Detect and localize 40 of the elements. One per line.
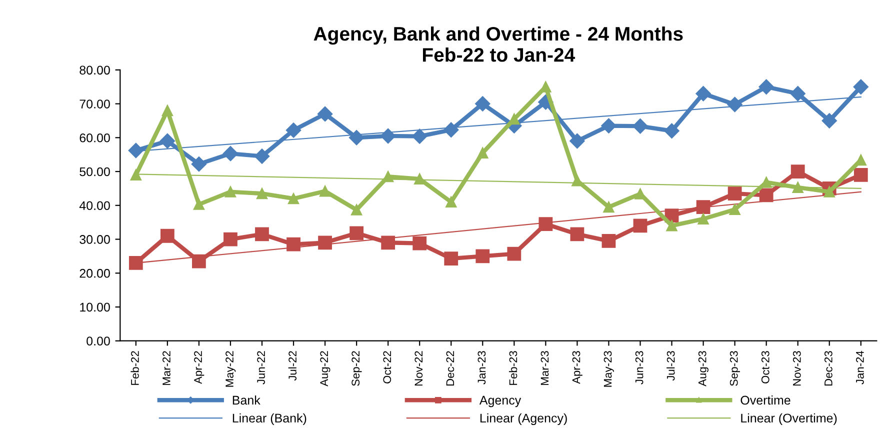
x-tick-label: Nov-23 (792, 351, 801, 386)
x-tick-label: Nov-22 (414, 351, 423, 386)
x-tick-label: Aug-23 (698, 351, 708, 386)
x-tick-label: Mar-22 (162, 351, 170, 385)
x-tick-label: Jul-23 (666, 351, 675, 381)
x-tick-label: Sep-22 (352, 351, 362, 386)
x-tick-label: Jun-22 (257, 351, 265, 384)
y-tick-label: 80.00 (80, 66, 110, 75)
legend-label: Bank (232, 395, 260, 405)
x-tick-label: Jun-23 (635, 351, 644, 384)
x-tick-label: Jul-22 (288, 351, 296, 381)
x-tick-label: Aug-22 (320, 351, 330, 386)
x-tick-label: Mar-23 (540, 351, 549, 385)
y-tick-label: 0.00 (86, 336, 110, 346)
x-tick-label: Apr-22 (194, 351, 204, 384)
y-tick-label: 40.00 (79, 201, 110, 210)
chart-title: Agency, Bank and Overtime - 24 Months Feb-22 to Jan-24 (314, 26, 683, 62)
y-tick-label: 50.00 (80, 167, 110, 176)
y-tick-label: 60.00 (80, 133, 110, 142)
x-tick-label: Jan-23 (478, 351, 486, 384)
x-tick-label: Feb-22 (130, 351, 139, 385)
x-tick-label: Oct-23 (761, 351, 770, 384)
y-tick-label: 10.00 (80, 302, 110, 312)
x-tick-label: Oct-22 (383, 351, 392, 384)
x-tick-label: Dec-23 (824, 351, 832, 386)
legend-label: Linear (Agency) (480, 413, 567, 426)
legend-label: Linear (Bank) (232, 413, 306, 426)
y-tick-label: 30.00 (80, 235, 110, 244)
x-tick-label: May-23 (604, 351, 614, 387)
y-tick-label: 20.00 (80, 268, 110, 278)
x-tick-label: Feb-23 (508, 351, 518, 385)
x-tick-label: May-22 (226, 351, 236, 387)
legend-label: Overtime (740, 395, 790, 405)
legend-label: Agency (479, 396, 522, 408)
x-tick-label: Apr-23 (572, 351, 582, 384)
x-tick-label: Sep-23 (730, 351, 740, 386)
legend-label: Linear (Overtime) (741, 413, 837, 426)
x-tick-label: Dec-22 (446, 351, 454, 386)
y-tick-label: 70.00 (80, 100, 110, 108)
x-tick-label: Jan-24 (856, 350, 864, 384)
